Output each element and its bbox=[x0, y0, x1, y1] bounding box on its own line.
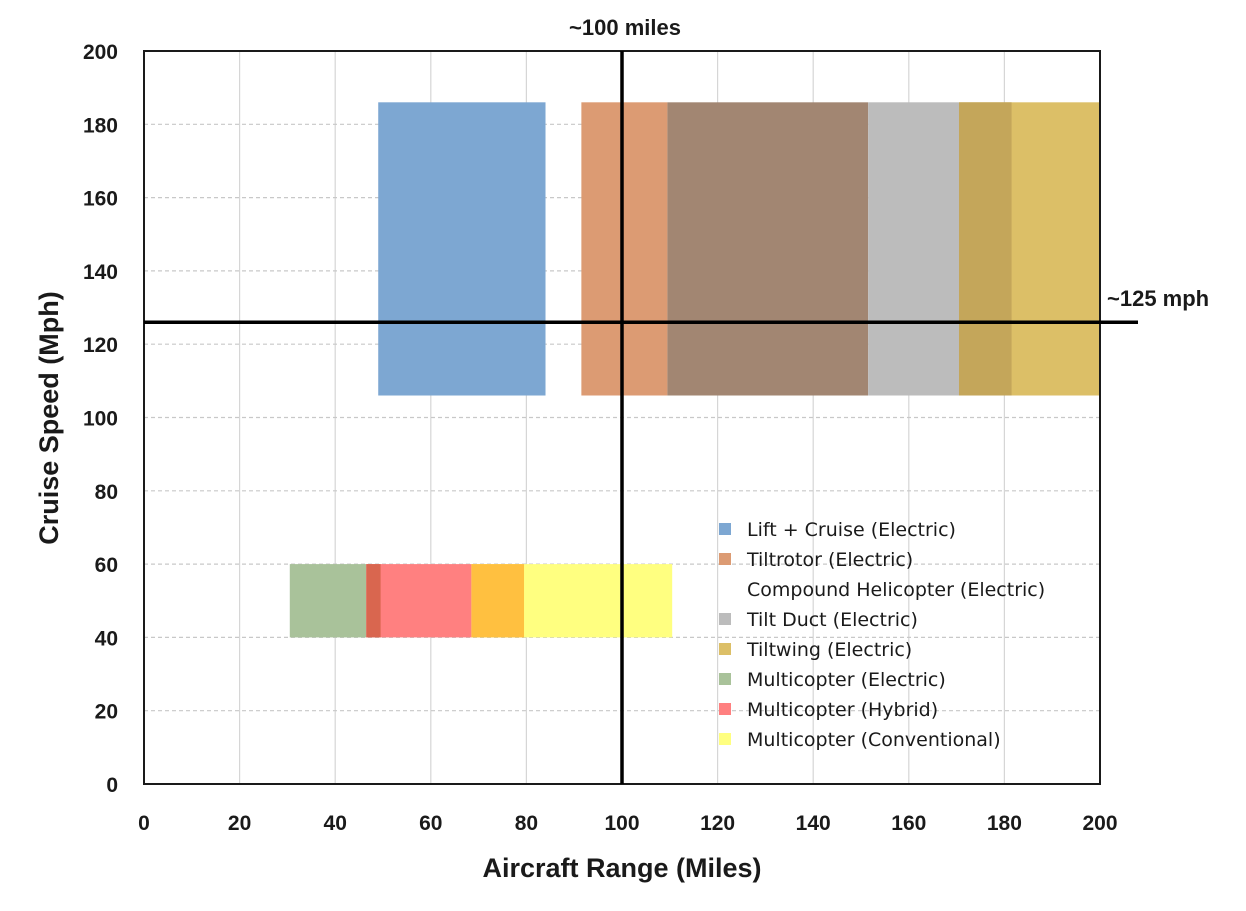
legend-swatch bbox=[719, 523, 731, 535]
legend-label: Lift + Cruise (Electric) bbox=[747, 519, 956, 541]
y-tick-label: 200 bbox=[83, 41, 118, 64]
overlap-box-1 bbox=[366, 564, 381, 638]
legend-label: Multicopter (Hybrid) bbox=[747, 699, 938, 721]
range-box-1 bbox=[581, 102, 668, 396]
range-box-3 bbox=[868, 102, 959, 396]
x-tick-label: 40 bbox=[324, 812, 347, 835]
overlap-box-0 bbox=[958, 102, 1012, 396]
legend: Lift + Cruise (Electric) Tiltrotor (Elect… bbox=[719, 519, 1045, 751]
overlap-boxes bbox=[366, 102, 1012, 638]
x-tick-label: 80 bbox=[515, 812, 538, 835]
y-tick-label: 80 bbox=[95, 481, 118, 504]
x-tick-label: 140 bbox=[796, 812, 831, 835]
range-box-2 bbox=[667, 102, 869, 396]
x-tick-label: 160 bbox=[891, 812, 926, 835]
y-tick-label: 120 bbox=[83, 334, 118, 357]
y-tick-label: 160 bbox=[83, 188, 118, 211]
legend-label: Tilt Duct (Electric) bbox=[746, 609, 918, 631]
legend-label: Tiltrotor (Electric) bbox=[746, 549, 913, 571]
legend-swatch bbox=[719, 673, 731, 685]
y-tick-label: 180 bbox=[83, 114, 118, 137]
ref-label-y: ~125 mph bbox=[1107, 286, 1209, 311]
legend-swatch bbox=[719, 643, 731, 655]
overlap-box-2 bbox=[471, 564, 525, 638]
range-box-6 bbox=[366, 564, 472, 638]
x-tick-label: 180 bbox=[987, 812, 1022, 835]
x-tick-label: 100 bbox=[604, 812, 639, 835]
legend-swatch bbox=[719, 553, 731, 565]
x-tick-labels: 0 20 40 60 80 100 120 140 160 180 200 bbox=[138, 812, 1117, 835]
x-tick-label: 20 bbox=[228, 812, 251, 835]
y-tick-label: 40 bbox=[95, 627, 118, 650]
y-tick-label: 60 bbox=[95, 554, 118, 577]
y-tick-label: 140 bbox=[83, 261, 118, 284]
x-tick-label: 0 bbox=[138, 812, 150, 835]
x-tick-label: 60 bbox=[419, 812, 442, 835]
x-tick-label: 120 bbox=[700, 812, 735, 835]
x-tick-label: 200 bbox=[1082, 812, 1117, 835]
legend-swatch bbox=[719, 733, 731, 745]
x-axis-title: Aircraft Range (Miles) bbox=[482, 853, 761, 883]
legend-swatch bbox=[719, 583, 731, 595]
y-tick-label: 0 bbox=[106, 774, 118, 797]
y-tick-label: 20 bbox=[95, 701, 118, 724]
legend-swatch bbox=[719, 613, 731, 625]
reference-lines: ~100 miles ~125 mph bbox=[144, 15, 1209, 784]
y-axis-title: Cruise Speed (Mph) bbox=[34, 291, 64, 545]
legend-label: Multicopter (Conventional) bbox=[747, 729, 1001, 751]
legend-swatch bbox=[719, 703, 731, 715]
legend-label: Compound Helicopter (Electric) bbox=[747, 579, 1045, 601]
y-tick-label: 100 bbox=[83, 408, 118, 431]
legend-label: Tiltwing (Electric) bbox=[746, 639, 912, 661]
range-box-0 bbox=[378, 102, 546, 396]
legend-label: Multicopter (Electric) bbox=[747, 669, 946, 691]
y-tick-labels: 0 20 40 60 80 100 120 140 160 180 200 bbox=[83, 41, 118, 797]
range-box-5 bbox=[289, 564, 367, 638]
ref-label-x: ~100 miles bbox=[569, 15, 681, 40]
